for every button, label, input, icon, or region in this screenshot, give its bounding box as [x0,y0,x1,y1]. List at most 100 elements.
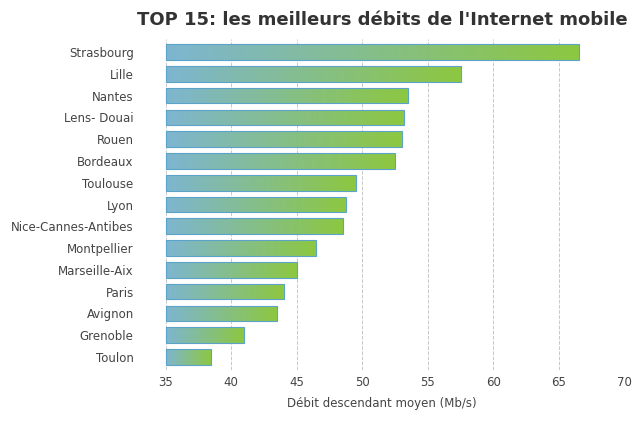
Bar [256,66,257,82]
Bar [378,88,379,104]
Bar [526,44,528,60]
Bar [172,109,173,125]
Bar [387,131,388,147]
Bar [568,44,569,60]
Bar [367,88,368,104]
Bar [401,88,402,104]
Bar [246,88,247,104]
Bar [309,131,311,147]
Bar [257,44,258,60]
Bar [394,88,395,104]
Bar [394,44,395,60]
Bar [197,131,198,147]
Bar [476,44,478,60]
Bar [414,66,415,82]
Bar [515,44,516,60]
Bar [382,131,383,147]
Bar [285,131,286,147]
Bar [385,109,386,125]
Bar [307,44,309,60]
Bar [341,131,343,147]
Bar [326,131,327,147]
Bar [181,153,183,169]
Bar [344,109,345,125]
Bar [233,153,234,169]
Bar [388,131,389,147]
Bar [389,153,390,169]
Bar [303,66,304,82]
Bar [298,88,299,104]
Bar [482,44,484,60]
Bar [555,44,557,60]
Bar [538,44,539,60]
Bar [265,131,266,147]
Bar [329,88,330,104]
Bar [219,131,220,147]
Bar [277,153,278,169]
Bar [253,66,254,82]
Bar [528,44,529,60]
Bar [290,153,291,169]
Bar [242,44,244,60]
Bar [185,44,186,60]
Bar [165,44,579,60]
Bar [189,66,190,82]
Bar [280,44,281,60]
Bar [341,153,342,169]
Bar [225,131,226,147]
Bar [174,44,175,60]
Bar [246,44,247,60]
Bar [385,153,386,169]
Bar [210,153,211,169]
Bar [227,131,228,147]
Bar [197,109,198,125]
Bar [260,66,261,82]
Bar [340,88,341,104]
Bar [305,109,306,125]
Bar [292,131,293,147]
Bar [248,66,249,82]
Bar [410,66,412,82]
Bar [350,109,351,125]
Bar [168,153,169,169]
Bar [276,109,277,125]
Bar [335,44,336,60]
Bar [323,88,324,104]
Bar [357,153,358,169]
Bar [346,44,347,60]
Bar [357,44,358,60]
Bar [197,44,199,60]
Bar [540,44,541,60]
Bar [272,131,273,147]
Bar [229,109,230,125]
Bar [323,153,324,169]
Bar [184,153,185,169]
Bar [196,66,197,82]
Bar [352,88,353,104]
Bar [223,44,224,60]
Bar [457,44,458,60]
Bar [374,109,375,125]
Bar [302,44,303,60]
Bar [209,131,210,147]
Bar [428,44,430,60]
Bar [172,88,173,104]
Bar [280,131,281,147]
Bar [182,44,183,60]
Bar [347,44,349,60]
Bar [379,131,380,147]
Bar [262,44,263,60]
Bar [371,109,372,125]
Bar [270,88,271,104]
Bar [233,131,234,147]
Bar [289,109,291,125]
Bar [226,44,228,60]
Bar [205,66,206,82]
Bar [211,66,212,82]
Bar [245,66,246,82]
Bar [167,44,168,60]
Bar [237,88,239,104]
Bar [331,153,332,169]
Bar [193,88,194,104]
Bar [183,131,184,147]
